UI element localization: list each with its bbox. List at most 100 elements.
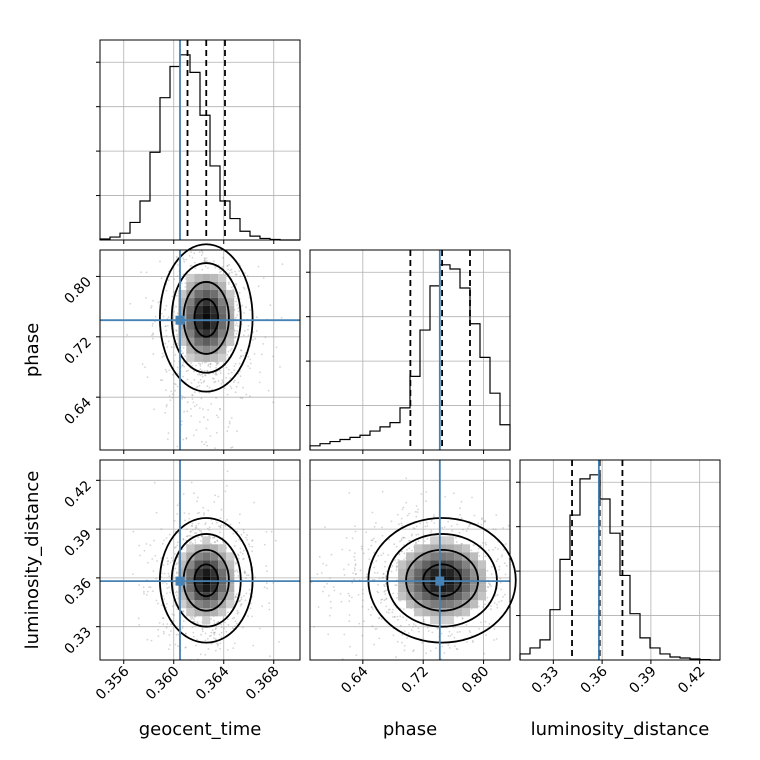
truth-marker (435, 576, 445, 586)
density-cell (470, 600, 479, 609)
density-cell (406, 560, 415, 569)
density-cell (226, 592, 235, 601)
density-cell (478, 560, 487, 569)
density-cell (414, 592, 423, 601)
density-cell (422, 560, 431, 569)
density-cell (194, 608, 203, 617)
density-cell (462, 592, 471, 601)
density-cell (430, 608, 439, 617)
histogram-geocent_time (99, 54, 300, 241)
density-cell (194, 584, 203, 593)
x-tick-label-phase: 0.64 (338, 663, 371, 696)
density-cell (462, 552, 471, 561)
x-axis-label-phase: phase (383, 719, 437, 740)
x-tick-label-geocent_time: 0.360 (143, 664, 183, 704)
density-cell (454, 552, 463, 561)
density-cell (446, 616, 455, 625)
density-cell (226, 329, 235, 338)
x-tick-label-luminosity_distance: 0.36 (578, 663, 611, 696)
y-tick-label-luminosity_distance: 0.33 (61, 624, 94, 657)
density-cell (226, 321, 235, 330)
density-cell (398, 592, 407, 601)
panel-frame-geocent_time (99, 39, 301, 241)
density-cell (202, 337, 211, 346)
density-cell (414, 608, 423, 617)
density-cell (398, 568, 407, 577)
density-cell (462, 568, 471, 577)
density-cell (178, 592, 187, 601)
x-tick-label-luminosity_distance: 0.39 (626, 664, 659, 697)
density-cell (438, 616, 447, 625)
density-cell (218, 345, 227, 354)
density-cell (186, 297, 195, 306)
density-cell (430, 600, 439, 609)
density-cell (202, 297, 211, 306)
density-cell (422, 544, 431, 553)
density-cell (398, 584, 407, 593)
density-cell (446, 600, 455, 609)
density-cell (446, 584, 455, 593)
density-cell (194, 552, 203, 561)
density-cell (202, 289, 211, 298)
y-tick-label-luminosity_distance: 0.39 (61, 527, 94, 560)
density-cell (414, 552, 423, 561)
density-cell (194, 273, 203, 282)
density-cell (478, 584, 487, 593)
density-cell (178, 584, 187, 593)
density-cell (194, 313, 203, 322)
density-cell (454, 592, 463, 601)
density-cell (478, 592, 487, 601)
density-cell (430, 584, 439, 593)
panel-frame-phase (309, 249, 511, 451)
density-cell (186, 273, 195, 282)
density-cell (454, 608, 463, 617)
density-cell (454, 560, 463, 569)
density-cell (218, 584, 227, 593)
density-cell (446, 552, 455, 561)
density-cell (194, 297, 203, 306)
panel-frame (99, 459, 301, 661)
truth-marker (175, 315, 185, 325)
density-cell (194, 305, 203, 314)
density-cell (470, 568, 479, 577)
density-cell (186, 313, 195, 322)
density-cell (218, 297, 227, 306)
density-cell (186, 544, 195, 553)
x-tick-label-phase: 0.72 (399, 664, 432, 697)
density-cell (194, 353, 203, 362)
density-cell (186, 568, 195, 577)
density-cell (218, 608, 227, 617)
density-cell (438, 584, 447, 593)
histogram-luminosity_distance (519, 474, 720, 661)
density-cell (422, 552, 431, 561)
density-cell (186, 321, 195, 330)
panel-frame (309, 459, 511, 661)
density-cell (186, 552, 195, 561)
density-cell (210, 552, 219, 561)
panel-bg-geocent_time (100, 40, 300, 240)
y-axis-label-phase: phase (22, 323, 43, 377)
density-cell (470, 552, 479, 561)
x-tick-label-luminosity_distance: 0.42 (675, 664, 708, 697)
density-cell (202, 305, 211, 314)
density-cell (194, 544, 203, 553)
density-cell (210, 600, 219, 609)
density-cell (194, 592, 203, 601)
density-cell (218, 313, 227, 322)
density-cell (218, 552, 227, 561)
density-cell (406, 584, 415, 593)
density-cell (186, 584, 195, 593)
density-cell (218, 560, 227, 569)
density-cell (446, 592, 455, 601)
density-cell (454, 544, 463, 553)
density-cell (446, 536, 455, 545)
density-cell (218, 544, 227, 553)
density-cell (438, 536, 447, 545)
density-cell (430, 616, 439, 625)
density-cell (406, 592, 415, 601)
density-cell (178, 560, 187, 569)
x-tick-label-phase: 0.80 (459, 664, 492, 697)
density-cell (194, 329, 203, 338)
density-cell (414, 544, 423, 553)
density-cell (178, 297, 187, 306)
